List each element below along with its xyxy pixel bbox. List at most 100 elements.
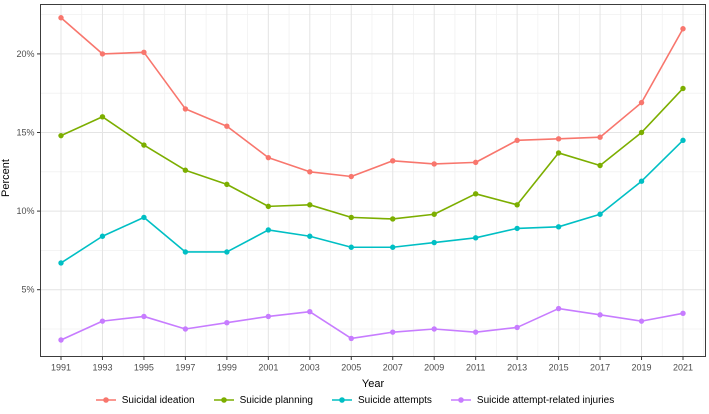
x-tick-label: 2021 <box>673 363 693 373</box>
x-tick-label: 1993 <box>92 363 112 373</box>
legend-label: Suicidal ideation <box>121 394 195 406</box>
data-point-suicide-planning-1997 <box>182 167 189 173</box>
data-point-suicide-attempts-2013 <box>514 225 520 232</box>
data-point-suicide-attempt-related-injuries-2021 <box>680 310 686 316</box>
y-tick-label: 10% <box>16 206 34 216</box>
series-suicide-planning <box>58 85 686 222</box>
data-point-suicide-attempt-related-injuries-2015 <box>555 305 562 312</box>
series-suicide-attempts <box>58 137 686 266</box>
x-tick-label: 1995 <box>134 363 154 373</box>
data-point-suicide-attempt-related-injuries-1993 <box>99 318 106 324</box>
x-tick-label: 2003 <box>300 363 320 373</box>
data-point-suicidal-ideation-1997 <box>182 106 189 112</box>
data-point-suicide-attempts-2001 <box>265 227 272 233</box>
data-point-suicidal-ideation-1991 <box>58 15 64 21</box>
legend-item-suicide-attempt-related-injuries: Suicide attempt-related injuries <box>450 394 614 406</box>
data-point-suicidal-ideation-2013 <box>514 137 520 144</box>
series-line-suicide-attempts <box>60 139 684 264</box>
data-point-suicide-planning-2017 <box>597 162 603 169</box>
data-point-suicide-planning-2001 <box>265 203 272 210</box>
x-tick-label: 2017 <box>590 363 610 373</box>
data-point-suicide-planning-2007 <box>390 216 396 222</box>
data-point-suicidal-ideation-2011 <box>472 159 479 166</box>
data-point-suicide-attempts-1997 <box>182 249 189 255</box>
y-axis-title: Percent <box>0 159 12 197</box>
data-point-suicidal-ideation-1993 <box>99 51 106 57</box>
x-tick-label: 2009 <box>424 363 444 373</box>
data-point-suicide-attempts-1993 <box>99 233 106 239</box>
series-line-suicide-attempt-related-injuries <box>60 307 684 341</box>
data-point-suicide-planning-1999 <box>224 181 230 188</box>
data-point-suicidal-ideation-1995 <box>141 49 147 56</box>
data-point-suicidal-ideation-2019 <box>638 99 645 106</box>
data-point-suicide-attempt-related-injuries-2009 <box>431 326 437 332</box>
data-point-suicide-attempt-related-injuries-1991 <box>58 337 64 343</box>
x-tick-label: 2005 <box>341 363 361 373</box>
data-point-suicide-attempts-1991 <box>58 260 64 266</box>
x-tick-label: 2011 <box>466 363 485 373</box>
panel-border <box>40 4 706 357</box>
legend-key-line-dot-icon <box>450 397 471 403</box>
x-tick-label: 2015 <box>549 363 569 373</box>
data-point-suicide-attempts-2017 <box>597 211 603 217</box>
data-point-suicide-attempts-2003 <box>307 233 313 239</box>
series-line-suicide-planning <box>60 87 684 220</box>
data-point-suicide-attempt-related-injuries-2011 <box>472 329 479 335</box>
data-point-suicidal-ideation-1999 <box>224 123 230 129</box>
data-point-suicide-planning-2021 <box>680 85 686 92</box>
x-tick-label: 2001 <box>258 363 278 373</box>
data-point-suicide-attempts-2019 <box>638 178 645 184</box>
data-point-suicide-attempt-related-injuries-2017 <box>597 312 603 318</box>
data-point-suicidal-ideation-2001 <box>265 154 272 161</box>
data-point-suicide-attempt-related-injuries-1999 <box>224 320 230 326</box>
data-point-suicide-attempts-1995 <box>141 214 147 221</box>
y-tick-label: 20% <box>16 49 34 59</box>
data-point-suicide-attempts-1999 <box>224 249 230 255</box>
x-tick-label: 2013 <box>507 363 527 373</box>
data-point-suicide-attempt-related-injuries-2005 <box>348 335 354 342</box>
y-tick-label: 15% <box>16 128 34 138</box>
data-point-suicide-planning-1993 <box>99 114 106 120</box>
x-tick-label: 2019 <box>632 363 652 373</box>
data-point-suicide-attempts-2005 <box>348 244 354 250</box>
series-suicidal-ideation <box>58 15 686 180</box>
data-point-suicide-attempt-related-injuries-2007 <box>390 329 396 335</box>
data-point-suicide-attempts-2009 <box>431 239 437 246</box>
data-point-suicidal-ideation-2005 <box>348 173 354 180</box>
x-tick-label: 1997 <box>175 363 195 373</box>
data-point-suicide-attempt-related-injuries-2001 <box>265 313 272 320</box>
series-line-suicidal-ideation <box>60 16 684 178</box>
data-point-suicide-attempt-related-injuries-1997 <box>182 326 189 332</box>
legend-key-line-dot-icon <box>213 397 234 403</box>
data-point-suicidal-ideation-2015 <box>555 136 562 142</box>
legend-label: Suicide attempts <box>357 394 432 406</box>
data-point-suicide-attempts-2015 <box>555 224 562 230</box>
series-suicide-attempt-related-injuries <box>58 305 686 343</box>
data-point-suicide-planning-2015 <box>555 150 562 156</box>
data-point-suicide-planning-1995 <box>141 142 147 148</box>
x-tick-label: 2007 <box>383 363 403 373</box>
data-point-suicide-attempt-related-injuries-2013 <box>514 324 520 331</box>
data-point-suicide-planning-1991 <box>58 132 64 139</box>
legend-label: Suicide planning <box>239 394 313 406</box>
data-point-suicide-planning-2019 <box>638 129 645 136</box>
data-point-suicidal-ideation-2003 <box>307 169 313 175</box>
x-tick-label: 1991 <box>51 363 71 373</box>
x-tick-label: 1999 <box>217 363 237 373</box>
data-point-suicide-attempts-2007 <box>390 244 396 250</box>
data-point-suicide-attempt-related-injuries-2003 <box>307 309 313 315</box>
data-point-suicide-attempts-2021 <box>680 137 686 144</box>
data-point-suicide-planning-2011 <box>472 191 479 197</box>
data-point-suicide-attempt-related-injuries-1995 <box>141 313 147 320</box>
legend: Suicidal ideation Suicide planning Suici… <box>0 394 709 406</box>
data-point-suicide-planning-2009 <box>431 211 437 217</box>
y-tick-label: 5% <box>21 285 34 295</box>
legend-key-line-dot-icon <box>331 397 352 403</box>
data-point-suicide-attempt-related-injuries-2019 <box>638 318 645 324</box>
data-point-suicidal-ideation-2017 <box>597 134 603 140</box>
legend-key-line-dot-icon <box>95 397 116 403</box>
legend-label: Suicide attempt-related injuries <box>476 394 615 406</box>
legend-item-suicidal-ideation: Suicidal ideation <box>95 394 195 406</box>
